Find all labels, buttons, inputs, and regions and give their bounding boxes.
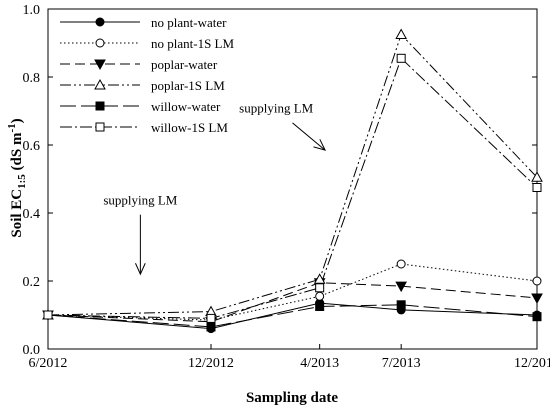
y-tick-labels: 0.0 0.2 0.4 0.6 0.8 1.0 [23, 3, 41, 358]
legend-label: no plant-water [151, 15, 227, 30]
y-tick-label: 0.2 [23, 275, 41, 290]
legend-marker [94, 78, 106, 90]
legend-marker [95, 38, 105, 48]
y-tick-label: 0.4 [23, 207, 41, 222]
series-line [47, 263, 538, 321]
y-tick-label: 0.6 [23, 139, 41, 154]
annotation-arrowhead [135, 263, 146, 276]
legend: no plant-water no plant-1S LM poplar-water… [60, 15, 234, 135]
plot-frame [47, 8, 538, 350]
data-point [315, 302, 325, 311]
data-point [206, 313, 216, 323]
data-point [532, 312, 542, 322]
y-axis-title-exp: -1 [6, 123, 18, 132]
y-tick-label: 0.0 [23, 343, 41, 358]
annotations: supplying LM supplying LM [103, 101, 327, 276]
data-point [395, 281, 408, 293]
data-point [206, 322, 216, 332]
y-tick-label: 1.0 [23, 3, 41, 18]
x-tick-label: 6/2012 [29, 356, 68, 371]
legend-marker [95, 17, 105, 27]
data-point [396, 300, 406, 310]
y-axis-title-sub: 1:5 [16, 174, 28, 189]
y-axis-title-close: ) [9, 118, 25, 123]
x-axis-title: Sampling date [246, 390, 338, 406]
annotation-label: supplying LM [103, 193, 177, 208]
legend-label: willow-1S LM [151, 120, 228, 135]
data-point [531, 293, 543, 305]
y-axis-title: Soil EC1:5 (dS m-1) [6, 118, 28, 237]
data-point [396, 53, 406, 63]
data-point [395, 28, 408, 39]
data-point [396, 259, 406, 269]
legend-label: willow-water [151, 99, 221, 114]
series-line [47, 302, 538, 330]
series-lines [47, 33, 538, 330]
legend-label: poplar-1S LM [151, 78, 225, 93]
data-point [532, 276, 542, 286]
y-axis-title-main: Soil EC [9, 189, 25, 238]
data-point [532, 183, 542, 192]
x-tick-label: 12/2012 [188, 356, 234, 371]
legend-marker [95, 122, 105, 132]
legend-label: no plant-1S LM [151, 36, 234, 51]
annotation-label: supplying LM [239, 101, 313, 116]
annotation-arrow [292, 122, 326, 151]
series-line [47, 304, 538, 328]
data-point [315, 283, 325, 293]
series-line [47, 282, 538, 323]
series-markers [42, 28, 543, 334]
series-line [47, 33, 538, 316]
legend-marker [95, 101, 105, 111]
x-tick-label: 7/2013 [382, 356, 421, 371]
x-tick-labels: 6/2012 12/2012 4/2013 7/2013 12/2013 [29, 356, 550, 371]
axis-ticks [47, 8, 538, 350]
legend-label: poplar-water [151, 57, 218, 72]
y-axis-title-unit: (dS m [9, 132, 25, 174]
data-point [43, 310, 53, 320]
x-tick-label: 12/2013 [514, 356, 550, 371]
data-point [315, 291, 325, 301]
series-line [47, 57, 538, 319]
legend-marker [94, 59, 106, 71]
annotation-arrowhead [313, 139, 327, 151]
y-tick-label: 0.8 [23, 71, 41, 86]
x-tick-label: 4/2013 [300, 356, 339, 371]
data-point [531, 171, 543, 182]
